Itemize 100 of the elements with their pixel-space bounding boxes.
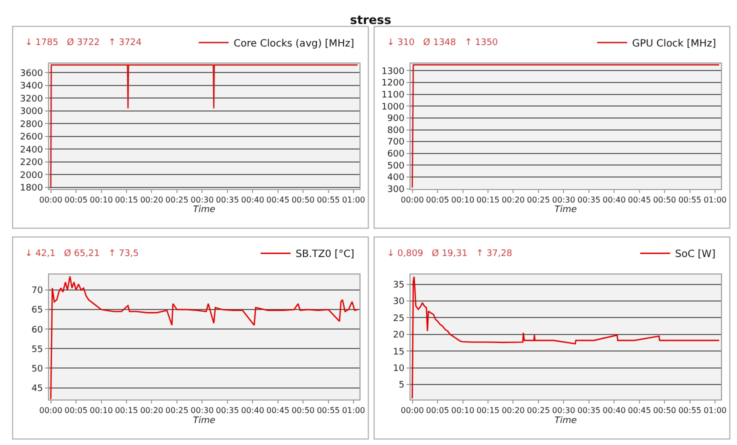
legend-label: Core Clocks (avg) [MHz]	[234, 38, 354, 50]
x-axis-title: Time	[554, 416, 578, 426]
x-tick-label: 00:30	[190, 195, 214, 204]
x-tick-label: 00:00	[400, 195, 424, 204]
y-tick-label: 700	[387, 138, 405, 148]
x-tick-label: 00:10	[90, 406, 113, 416]
x-tick-label: 00:35	[216, 195, 239, 204]
x-tick-label: 00:35	[577, 195, 600, 204]
y-tick-label: 300	[387, 184, 405, 195]
y-tick-label: 1200	[382, 78, 405, 89]
x-tick-label: 00:45	[266, 406, 290, 416]
x-axis-title: Time	[193, 416, 216, 426]
x-tick-label: 00:15	[476, 406, 500, 416]
y-tick-label: 55	[32, 344, 43, 355]
x-tick-label: 00:40	[602, 195, 626, 204]
y-tick-label: 45	[32, 384, 43, 394]
y-tick-label: 3200	[20, 94, 44, 104]
x-tick-label: 00:20	[140, 406, 164, 416]
text: ↓ 0,809 Ø 19,31 ↑ 37,28	[387, 249, 512, 259]
x-tick-label: 00:10	[451, 406, 474, 416]
x-tick-label: 00:55	[678, 406, 702, 416]
x-tick-label: 00:25	[526, 195, 550, 204]
x-tick-label: 00:05	[426, 195, 450, 204]
x-axis-title: Time	[193, 205, 216, 216]
y-tick-label: 10	[393, 364, 405, 374]
x-tick-label: 01:00	[704, 406, 727, 416]
y-tick-label: 900	[387, 114, 405, 124]
x-tick-label: 01:00	[342, 195, 366, 204]
y-tick-label: 400	[387, 173, 405, 184]
y-tick-label: 20	[393, 330, 405, 341]
x-tick-label: 00:25	[165, 195, 188, 204]
x-tick-label: 00:40	[241, 195, 264, 204]
x-tick-label: 00:30	[552, 195, 576, 204]
x-tick-label: 00:05	[64, 406, 88, 416]
y-tick-label: 3600	[20, 68, 44, 79]
chart-title: stress	[350, 13, 392, 27]
y-tick-label: 70	[32, 286, 44, 296]
x-tick-label: 00:20	[502, 406, 525, 416]
line-series	[50, 276, 358, 400]
x-tick-label: 00:50	[292, 406, 315, 416]
x-tick-label: 00:20	[502, 195, 525, 204]
x-tick-label: 01:00	[704, 195, 727, 204]
y-tick-label: 15	[393, 347, 404, 358]
x-tick-label: 00:30	[552, 406, 576, 416]
y-tick-label: 3400	[20, 82, 44, 92]
x-tick-label: 00:55	[316, 195, 340, 204]
x-tick-label: 00:05	[426, 406, 450, 416]
x-tick-label: 00:50	[653, 195, 676, 204]
x-tick-label: 00:45	[628, 406, 651, 416]
line-series	[412, 276, 720, 400]
y-tick-label: 2400	[20, 145, 44, 156]
x-tick-label: 00:15	[114, 406, 138, 416]
y-tick-label: 1800	[20, 184, 44, 194]
x-tick-label: 00:00	[400, 406, 424, 416]
legend-label: SoC [W]	[675, 249, 716, 260]
y-tick-label: 1300	[382, 66, 405, 77]
x-tick-label: 00:25	[526, 406, 550, 416]
y-tick-label: 35	[393, 280, 404, 291]
y-tick-label: 60	[32, 325, 44, 336]
x-tick-label: 00:25	[165, 406, 188, 416]
x-tick-label: 01:00	[342, 406, 366, 416]
x-tick-label: 00:45	[628, 195, 651, 204]
x-tick-label: 00:15	[114, 195, 138, 204]
x-tick-label: 00:30	[190, 406, 214, 416]
x-tick-label: 00:45	[266, 195, 290, 204]
y-tick-label: 2000	[20, 170, 44, 181]
y-tick-label: 800	[387, 126, 405, 136]
y-tick-label: 600	[387, 150, 405, 160]
x-tick-label: 00:50	[653, 406, 676, 416]
x-tick-label: 00:00	[39, 406, 62, 416]
y-tick-label: 65	[32, 306, 43, 316]
y-tick-label: 30	[393, 297, 405, 308]
x-tick-label: 00:35	[216, 406, 239, 416]
y-tick-label: 50	[32, 364, 44, 374]
legend-label: SB.TZ0 [°C]	[296, 249, 354, 260]
x-tick-label: 00:40	[241, 406, 264, 416]
text: ↓ 310 Ø 1348 ↑ 1350	[387, 38, 498, 48]
x-tick-label: 00:50	[292, 195, 315, 204]
y-tick-label: 2600	[20, 132, 44, 143]
y-tick-label: 5	[398, 380, 404, 391]
x-tick-label: 00:10	[451, 195, 474, 204]
x-tick-label: 00:00	[39, 195, 62, 204]
legend-label: GPU Clock [MHz]	[632, 38, 716, 50]
y-tick-label: 3000	[20, 107, 44, 118]
text: ↓ 42,1 Ø 65,21 ↑ 73,5	[25, 249, 139, 259]
text: ↓ 1785 Ø 3722 ↑ 3724	[25, 38, 142, 48]
x-tick-label: 00:20	[140, 195, 164, 204]
y-tick-label: 25	[393, 314, 404, 324]
y-tick-label: 1000	[382, 102, 405, 112]
y-tick-label: 2800	[20, 120, 44, 130]
y-tick-label: 1100	[382, 90, 405, 100]
x-tick-label: 00:55	[678, 195, 702, 204]
x-tick-label: 00:40	[602, 406, 626, 416]
x-tick-label: 00:10	[90, 195, 113, 204]
y-tick-label: 2200	[20, 158, 44, 168]
x-tick-label: 00:05	[64, 195, 88, 204]
y-tick-label: 500	[387, 161, 405, 172]
x-tick-label: 00:15	[476, 195, 500, 204]
x-tick-label: 00:35	[577, 406, 600, 416]
x-axis-title: Time	[554, 205, 578, 216]
